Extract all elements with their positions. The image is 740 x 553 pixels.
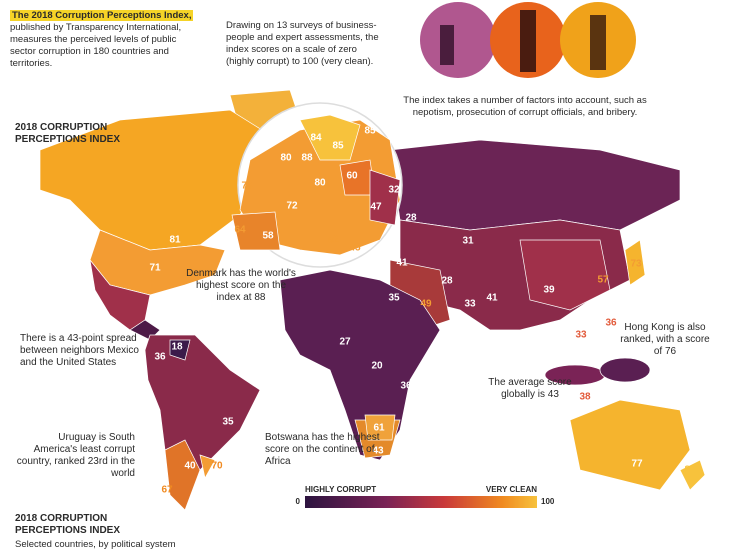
legend-low-label: HIGHLY CORRUPT xyxy=(305,485,376,494)
score-label: 32 xyxy=(388,185,400,196)
score-label: 61 xyxy=(373,423,385,434)
intro: The 2018 Corruption Perceptions Index, p… xyxy=(10,10,200,70)
annotation: Uruguay is South America's least corrupt… xyxy=(16,432,135,479)
legend-min: 0 xyxy=(296,497,301,506)
annotation: The average score globally is 43 xyxy=(488,377,572,400)
score-label: 80 xyxy=(280,153,292,164)
factors: The index takes a number of factors into… xyxy=(403,95,647,118)
score-label: 41 xyxy=(486,293,498,304)
score-label: 36 xyxy=(605,318,617,329)
score-label: 80 xyxy=(314,178,326,189)
score-label: 73 xyxy=(241,181,253,192)
photos xyxy=(420,2,636,78)
land xyxy=(39,89,706,511)
footer-subtitle: Selected countries, by political system xyxy=(15,539,176,550)
annotation: Hong Kong is also ranked, with a score o… xyxy=(620,322,710,357)
score-label: 60 xyxy=(346,171,358,182)
score-label: 40 xyxy=(184,461,196,472)
score-label: 38 xyxy=(579,392,591,403)
score-label: 27 xyxy=(339,337,351,348)
score-label: 52 xyxy=(327,235,339,246)
map-title: 2018 CORRUPTION PERCEPTIONS INDEX xyxy=(15,122,121,145)
score-label: 84 xyxy=(310,133,322,144)
score-label: 85 xyxy=(364,126,376,137)
score-label: 28 xyxy=(405,213,417,224)
score-label: 35 xyxy=(222,417,234,428)
score-label: 28 xyxy=(441,276,453,287)
score-label: 57 xyxy=(597,275,609,286)
annotation: Botswana has the highest score on the co… xyxy=(265,432,380,467)
score-label: 33 xyxy=(464,299,476,310)
score-label: 67 xyxy=(161,485,173,496)
annotation: There is a 43-point spread between neigh… xyxy=(20,333,139,368)
score-label: 72 xyxy=(286,201,298,212)
score-label: 88 xyxy=(301,153,313,164)
score-label: 73 xyxy=(630,259,642,270)
score-label: 39 xyxy=(543,285,555,296)
score-label: 71 xyxy=(149,263,161,274)
legend-high-label: VERY CLEAN xyxy=(486,485,537,494)
score-label: 64 xyxy=(234,225,246,236)
method: Drawing on 13 surveys of business-people… xyxy=(226,20,379,67)
score-label: 70 xyxy=(211,461,223,472)
score-label: 77 xyxy=(631,459,643,470)
score-label: 41 xyxy=(396,258,408,269)
score-label: 49 xyxy=(420,299,432,310)
score-label: 87 xyxy=(684,465,696,476)
score-label: 20 xyxy=(371,361,383,372)
score-label: 36 xyxy=(154,352,166,363)
score-label: 45 xyxy=(349,243,361,254)
score-label: 36 xyxy=(400,381,412,392)
score-label: 85 xyxy=(332,141,344,152)
score-label: 28 xyxy=(91,300,103,311)
score-label: 47 xyxy=(370,202,382,213)
score-label: 27 xyxy=(421,373,433,384)
legend-max: 100 xyxy=(541,497,555,506)
score-label: 31 xyxy=(462,236,474,247)
intro-highlight: The 2018 Corruption Perceptions Index, xyxy=(10,10,194,21)
score-label: 43 xyxy=(372,446,384,457)
intro-text: published by Transparency International,… xyxy=(10,22,182,69)
score-label: 58 xyxy=(262,231,274,242)
legend-bar xyxy=(305,496,537,508)
score-label: 33 xyxy=(575,330,587,341)
footer-title: 2018 CORRUPTION PERCEPTIONS INDEX xyxy=(15,513,121,536)
annotation: Denmark has the world's highest score on… xyxy=(186,268,296,303)
score-label: 35 xyxy=(388,293,400,304)
score-label: 18 xyxy=(171,342,183,353)
score-label: 81 xyxy=(169,235,181,246)
